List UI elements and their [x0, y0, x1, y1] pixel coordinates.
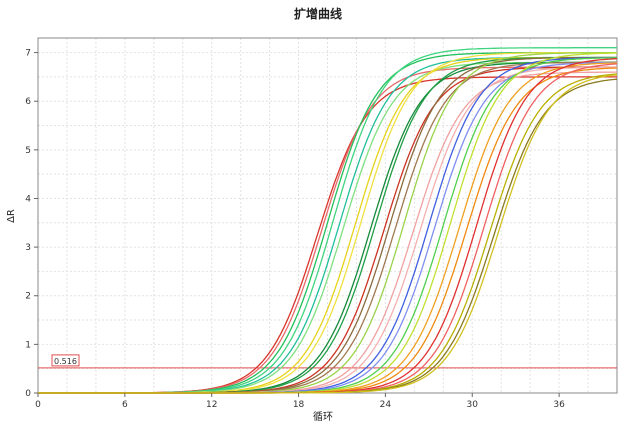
- y-tick-label: 2: [25, 292, 31, 302]
- series-group: [38, 47, 618, 394]
- x-tick-label: 18: [293, 400, 305, 410]
- y-tick-label: 4: [25, 194, 31, 204]
- series-line-27: [38, 74, 618, 394]
- x-tick-label: 6: [122, 400, 128, 410]
- x-tick-label: 36: [553, 400, 565, 410]
- y-tick-label: 6: [25, 97, 31, 107]
- y-tick-label: 1: [25, 340, 31, 350]
- chart-title: 扩增曲线: [294, 6, 342, 21]
- y-tick-label: 7: [25, 49, 31, 59]
- y-tick-label: 0: [25, 389, 31, 399]
- x-tick-label: 30: [467, 400, 479, 410]
- y-axis-label: ΔR: [6, 209, 17, 223]
- x-axis-label: 循环: [313, 410, 333, 423]
- y-tick-label: 3: [25, 243, 31, 253]
- threshold-label-box: [51, 354, 80, 367]
- threshold-label: 0.516: [54, 357, 77, 366]
- y-tick-label: 5: [25, 146, 31, 156]
- x-tick-label: 24: [380, 400, 392, 410]
- series-line-25: [38, 73, 618, 394]
- x-tick-label: 12: [206, 400, 217, 410]
- grid: [38, 38, 617, 393]
- x-tick-label: 0: [35, 400, 41, 410]
